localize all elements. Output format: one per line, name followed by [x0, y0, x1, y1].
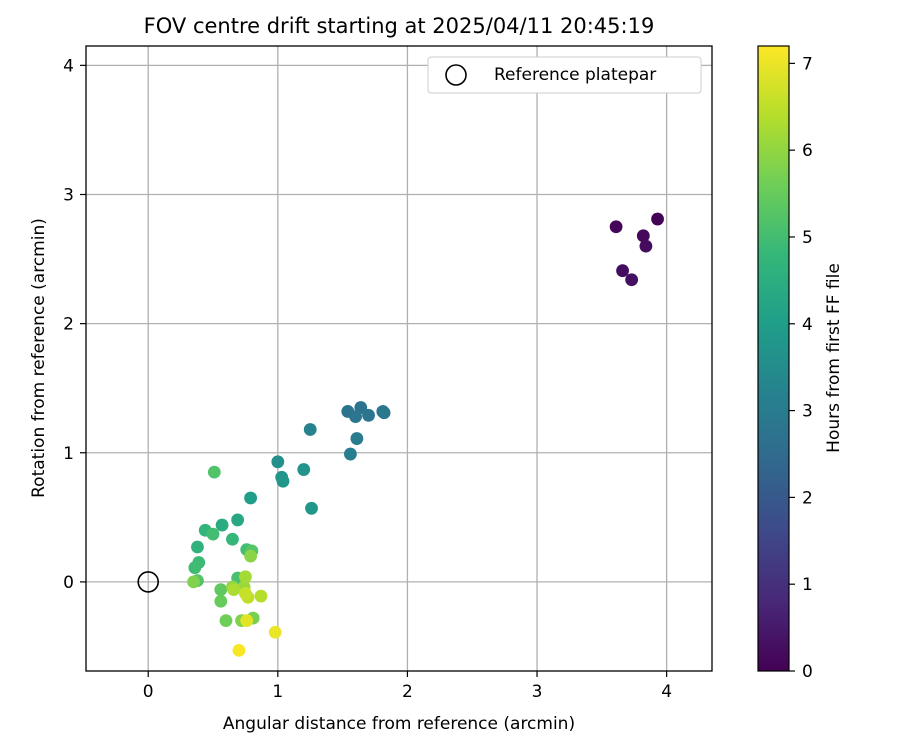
data-point — [206, 527, 220, 541]
data-point — [343, 447, 357, 461]
data-point — [187, 575, 200, 589]
data-point — [239, 587, 252, 600]
x-tick-label: 2 — [402, 682, 413, 702]
y-tick-label: 2 — [63, 315, 74, 335]
colorbar-tick-label: 0 — [802, 662, 813, 682]
x-axis-ticks: 0 1 2 3 4 — [143, 671, 672, 702]
grid — [86, 46, 712, 671]
data-point — [214, 594, 228, 608]
colorbar-tick-label: 1 — [802, 575, 813, 595]
data-point — [232, 643, 246, 657]
legend-label: Reference platepar — [494, 65, 656, 85]
y-tick-label: 4 — [63, 56, 74, 76]
x-tick-label: 0 — [143, 682, 154, 702]
data-point — [214, 583, 228, 597]
data-point — [305, 501, 318, 515]
chart-title: FOV centre drift starting at 2025/04/11 … — [144, 14, 655, 38]
data-point — [231, 513, 245, 527]
colorbar-tick-label: 3 — [802, 402, 813, 422]
legend: Reference platepar — [427, 56, 702, 94]
data-point — [639, 239, 653, 253]
data-point — [636, 229, 650, 243]
data-point — [376, 405, 390, 418]
reference-marker — [137, 571, 160, 593]
y-axis-label: Rotation from reference (arcmin) — [29, 218, 49, 498]
data-point — [297, 463, 311, 476]
legend-marker — [445, 64, 467, 86]
data-point — [227, 583, 241, 597]
colorbar-tick-label: 7 — [802, 54, 813, 74]
plot-frame — [85, 45, 713, 672]
colorbar-ticks: 0 1 2 3 4 5 6 7 — [789, 54, 813, 682]
data-point — [240, 614, 254, 628]
data-point — [254, 589, 268, 603]
y-tick-label: 1 — [63, 444, 74, 464]
data-point — [625, 273, 639, 287]
data-point — [244, 491, 258, 505]
colorbar-tick-label: 5 — [802, 228, 813, 248]
colorbar-tick-label: 6 — [802, 141, 813, 161]
colorbar — [757, 45, 790, 672]
data-point — [350, 432, 364, 445]
data-point — [191, 540, 204, 554]
data-point — [349, 410, 362, 424]
data-point — [276, 474, 290, 488]
data-point — [219, 614, 233, 628]
data-point — [609, 220, 623, 234]
colorbar-tick-label: 2 — [802, 488, 813, 508]
y-tick-label: 0 — [63, 573, 74, 593]
scatter-points — [187, 212, 664, 657]
colorbar-label: Hours from first FF file — [824, 263, 844, 453]
data-point — [268, 625, 282, 639]
x-axis-label: Angular distance from reference (arcmin) — [223, 714, 575, 734]
colorbar-tick-label: 4 — [802, 315, 813, 335]
data-point — [244, 549, 258, 563]
x-tick-label: 1 — [272, 682, 283, 702]
data-point — [188, 561, 202, 575]
data-point — [362, 408, 375, 422]
data-point — [616, 264, 629, 278]
x-tick-label: 4 — [661, 682, 672, 702]
data-point — [207, 465, 221, 479]
y-axis-ticks: 0 1 2 3 4 — [63, 56, 86, 593]
data-point — [271, 455, 285, 469]
x-tick-label: 3 — [532, 682, 543, 702]
y-tick-label: 3 — [63, 186, 74, 206]
data-point — [303, 423, 317, 436]
data-point — [651, 212, 664, 226]
data-point — [215, 518, 229, 532]
data-point — [226, 532, 239, 546]
data-point — [239, 570, 252, 584]
legend-box — [427, 56, 702, 94]
